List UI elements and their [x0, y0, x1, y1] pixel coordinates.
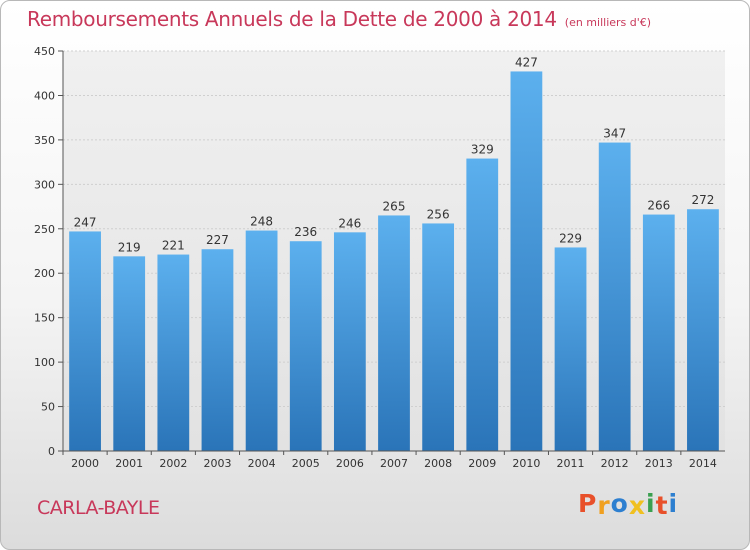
x-tick-label: 2005	[292, 457, 320, 470]
x-tick-label: 2010	[512, 457, 540, 470]
bar	[642, 214, 675, 451]
logo-letter: i	[668, 489, 679, 518]
data-label: 272	[691, 193, 714, 207]
x-axis: 2000 2001 2002 2003 2004 2005 2006 2007 2008 2009…	[62, 450, 725, 470]
chart-title: Remboursements Annuels de la Dette de 20…	[27, 7, 651, 31]
data-label: 248	[250, 215, 273, 229]
y-tick-label: 0	[48, 445, 55, 458]
chart-title-text: Remboursements Annuels de la Dette de 20…	[27, 7, 557, 31]
x-tick-label: 2009	[468, 457, 496, 470]
y-tick-label: 400	[34, 89, 55, 102]
bar	[69, 231, 101, 451]
x-tick-label: 2007	[380, 457, 408, 470]
x-tick-label: 2004	[248, 457, 276, 470]
bars	[69, 71, 719, 452]
x-tick-label: 2001	[115, 457, 143, 470]
data-label: 246	[338, 216, 361, 230]
data-label: 347	[603, 127, 626, 141]
data-labels: 247 219 221 227 248 236 246 265 256 329 427 229 347 2…	[74, 55, 715, 254]
x-tick-label: 2000	[71, 457, 99, 470]
x-tick-label: 2002	[159, 457, 187, 470]
bar	[422, 223, 455, 451]
x-tick-label: 2003	[203, 457, 231, 470]
data-label: 227	[206, 233, 229, 247]
y-axis: 0 50 100 150 200 250 300 350 400 450	[34, 45, 64, 458]
y-tick-label: 250	[34, 223, 55, 236]
logo-letter: o	[610, 489, 629, 518]
x-tick-label: 2008	[424, 457, 452, 470]
bar	[598, 142, 631, 452]
x-tick-label: 2012	[601, 457, 629, 470]
bar	[289, 241, 322, 451]
logo-letter: t	[655, 491, 669, 520]
data-label: 236	[294, 225, 317, 239]
commune-name: CARLA-BAYLE	[37, 497, 160, 519]
y-tick-label: 450	[34, 45, 55, 58]
data-label: 329	[471, 143, 494, 157]
bar	[113, 256, 146, 451]
bar	[510, 71, 543, 451]
data-label: 427	[515, 55, 538, 69]
bar	[554, 247, 587, 451]
logo-letter: P	[578, 489, 598, 518]
data-label: 256	[427, 207, 450, 221]
bar	[245, 230, 278, 451]
logo-letter: r	[597, 491, 611, 520]
y-tick-label: 50	[41, 401, 55, 414]
bar	[378, 215, 410, 451]
x-tick-label: 2006	[336, 457, 364, 470]
bar	[333, 232, 366, 451]
logo-letter: x	[628, 491, 646, 520]
data-label: 219	[118, 240, 141, 254]
chart-unit: (en milliers d'€)	[564, 16, 652, 29]
bar	[687, 209, 719, 451]
y-tick-label: 150	[34, 312, 55, 325]
bar	[157, 254, 190, 451]
y-tick-label: 350	[34, 134, 55, 147]
data-label: 221	[162, 239, 185, 253]
x-tick-label: 2013	[645, 457, 673, 470]
data-label: 265	[383, 199, 406, 213]
bar	[201, 249, 234, 451]
proxiti-logo: Proxiti	[578, 489, 679, 520]
y-tick-label: 300	[34, 178, 55, 191]
x-tick-label: 2014	[689, 457, 717, 470]
data-label: 247	[74, 215, 97, 229]
x-tick-label: 2011	[557, 457, 585, 470]
data-label: 229	[559, 231, 582, 245]
bar	[466, 158, 499, 452]
y-tick-label: 100	[34, 356, 55, 369]
logo-letter: i	[646, 489, 656, 518]
y-tick-label: 200	[34, 267, 55, 280]
data-label: 266	[647, 199, 670, 213]
